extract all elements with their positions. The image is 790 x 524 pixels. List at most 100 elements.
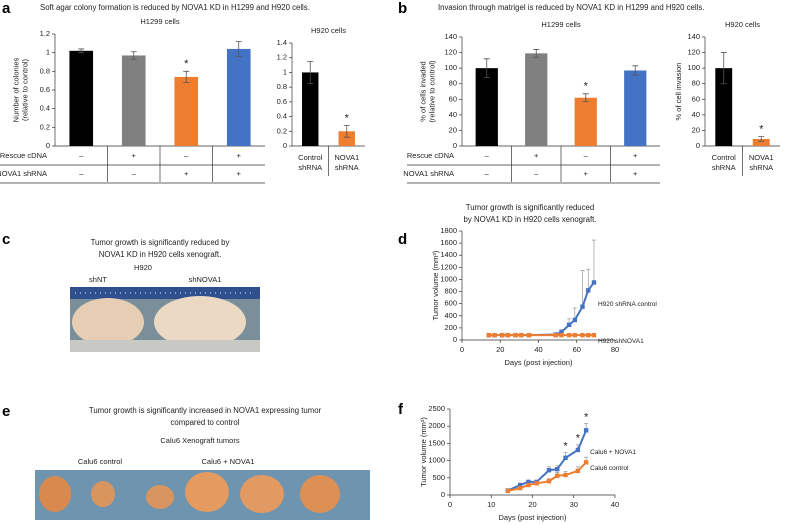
error-bar: [343, 125, 350, 138]
row-cell: –: [79, 169, 84, 178]
panel-letter: e: [2, 403, 10, 420]
photo-label: Calu6 control: [78, 457, 123, 466]
y-tick-label: 40: [692, 110, 700, 119]
y-tick-label: 1.2: [277, 53, 287, 62]
panel-letter: f: [398, 401, 404, 418]
point: [526, 482, 531, 488]
panel-title: by NOVA1 KD in H920 cells xenograft.: [464, 215, 597, 224]
x-tick-label: 40: [611, 500, 619, 509]
x-axis-label: Days (post injection): [505, 358, 573, 367]
y-tick-label: 0: [453, 141, 457, 150]
row-label: Rescue cDNA: [407, 151, 454, 160]
y-axis-label: % of cell invasion: [674, 63, 683, 121]
y-tick-label: 140: [444, 32, 457, 41]
y-tick-label: 2000: [428, 421, 445, 430]
photo-label: shNOVA1: [189, 275, 222, 284]
panel-letter: d: [398, 231, 407, 248]
row-cell: +: [534, 151, 539, 160]
significance: *: [576, 433, 581, 445]
y-tick-label: 1500: [428, 438, 445, 447]
panel-title: compared to control: [171, 418, 240, 427]
significance: *: [584, 81, 589, 93]
y-tick-label: 0.6: [277, 97, 287, 106]
point: [566, 322, 572, 328]
y-tick-label: 60: [692, 94, 700, 103]
y-tick-label: 0: [696, 141, 700, 150]
y-tick-label: 20: [449, 125, 457, 134]
y-tick-label: 1400: [440, 250, 457, 259]
error-bar: [235, 41, 242, 57]
x-axis-label: Days (post injection): [499, 513, 567, 522]
x-tick-label: shRNA: [298, 163, 322, 172]
y-tick-label: 1.2: [40, 29, 50, 38]
series-line: [488, 281, 595, 337]
point: [580, 304, 585, 309]
error-bar: [580, 270, 585, 307]
y-tick-label: 120: [687, 48, 700, 57]
panel-title: Tumor growth is significantly reduced by: [91, 238, 230, 247]
error-bar: [591, 239, 596, 283]
photo-c: [70, 287, 260, 352]
point: [555, 467, 560, 472]
y-tick-label: 1: [283, 67, 287, 76]
y-axis-label: Tumor volume (mm³): [431, 250, 440, 320]
y-tick-label: 20: [692, 125, 700, 134]
y-tick-label: 100: [444, 63, 457, 72]
row-label: NOVA1 shRNA: [403, 169, 454, 178]
photo-label: Calu6 + NOVA1: [201, 457, 254, 466]
y-tick-label: 40: [449, 110, 457, 119]
point: [546, 479, 552, 484]
y-tick-label: 2500: [428, 404, 445, 413]
bar: [302, 72, 319, 146]
y-tick-label: 600: [444, 299, 457, 308]
series-label: H920 shNOVA1: [598, 338, 644, 345]
row-cell: +: [237, 169, 242, 178]
y-tick-label: 1800: [440, 226, 457, 235]
photo-label: Calu6 Xenograft tumors: [160, 436, 239, 445]
x-tick-label: 40: [534, 345, 542, 354]
row-cell: –: [184, 151, 189, 160]
y-axis-label: Tumor volume (mm³): [419, 417, 428, 487]
row-cell: –: [79, 151, 84, 160]
point: [559, 332, 564, 338]
y-tick-label: 100: [687, 63, 700, 72]
point: [553, 332, 558, 338]
x-tick-label: 0: [460, 345, 464, 354]
y-tick-label: 1000: [428, 456, 445, 465]
photo-label: H920: [134, 263, 152, 272]
y-tick-label: 0.8: [40, 66, 50, 75]
bar: [226, 48, 251, 146]
y-tick-label: 500: [432, 473, 445, 482]
y-axis-label: (relative to control): [427, 60, 436, 123]
point: [559, 329, 564, 335]
y-tick-label: 200: [444, 323, 457, 332]
x-tick-label: shRNA: [335, 163, 359, 172]
y-tick-label: 0: [441, 490, 445, 499]
point: [526, 332, 532, 338]
photo-label: shNT: [89, 275, 107, 284]
error-bar: [632, 65, 639, 76]
point: [505, 488, 510, 494]
point: [519, 332, 524, 338]
y-axis-label: Number of colonies: [11, 57, 20, 122]
point: [580, 332, 585, 338]
y-tick-label: 80: [449, 79, 457, 88]
row-label: NOVA1 shRNA: [0, 169, 47, 178]
panel-letter: a: [2, 0, 11, 17]
x-tick-label: shRNA: [749, 163, 773, 172]
row-cell: +: [633, 151, 638, 160]
error-bar: [758, 136, 765, 142]
point: [517, 485, 523, 491]
point: [572, 317, 578, 323]
chart-title: H1299 cells: [541, 20, 580, 29]
error-bar: [720, 52, 727, 85]
bar: [525, 53, 548, 146]
panel-title: Tumor growth is significantly increased …: [89, 406, 322, 415]
panel-letter: c: [2, 231, 10, 248]
y-tick-label: 60: [449, 94, 457, 103]
panel-title: Soft agar colony formation is reduced by…: [40, 3, 310, 12]
y-tick-label: 0.2: [277, 126, 287, 135]
point: [591, 332, 597, 338]
point: [534, 481, 539, 486]
